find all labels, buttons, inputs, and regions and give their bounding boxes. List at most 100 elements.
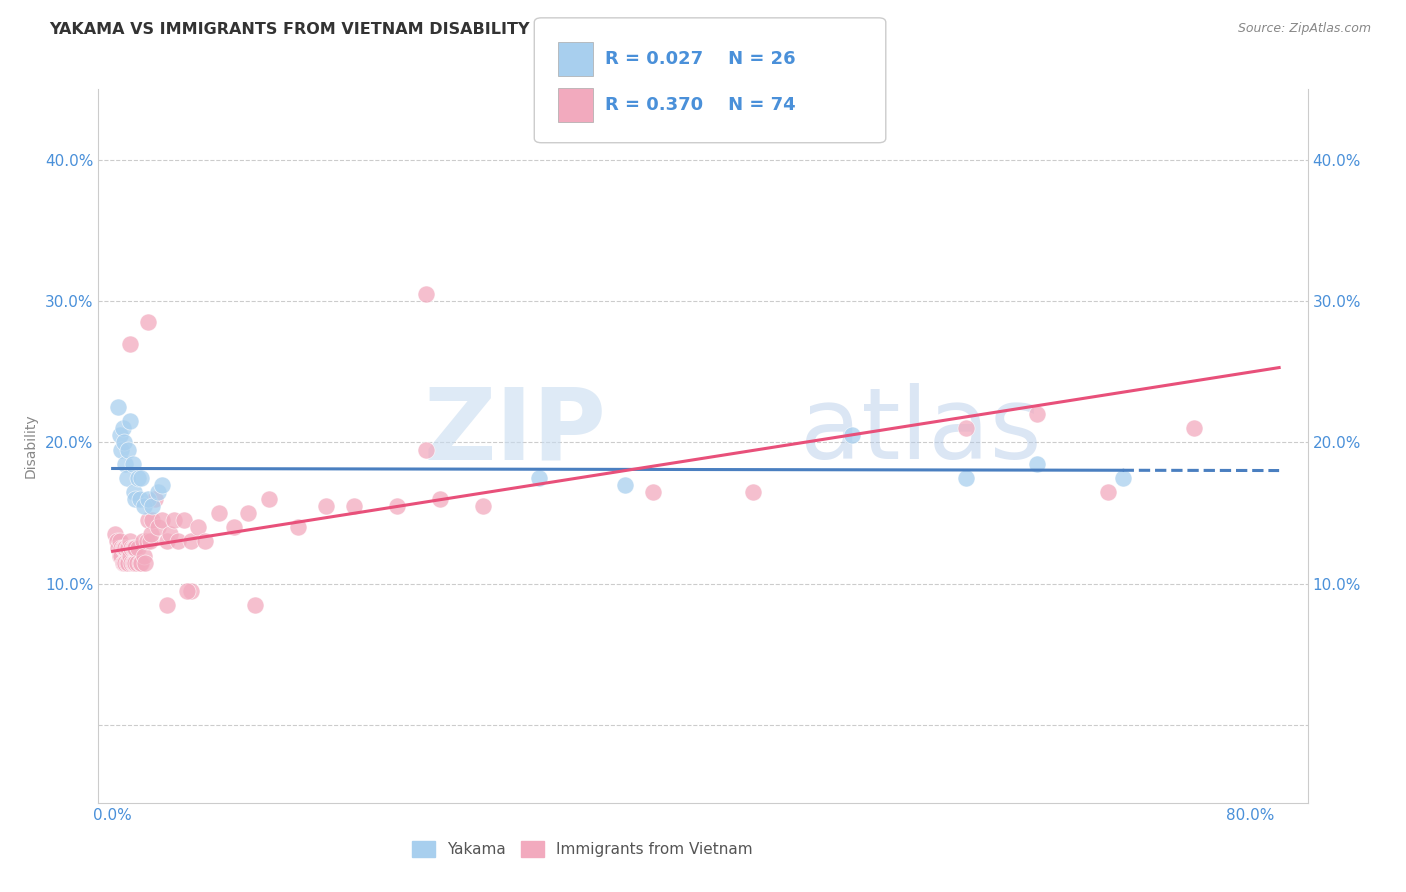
Point (415, 442, 437, 457)
Point (127, 471, 149, 485)
Point (122, 484, 145, 499)
Point (108, 549, 131, 563)
Point (222, 520, 245, 534)
Text: R = 0.027    N = 26: R = 0.027 N = 26 (605, 50, 796, 68)
Point (385, 499, 408, 513)
Point (125, 556, 148, 570)
Point (741, 484, 763, 499)
Point (134, 556, 156, 570)
Point (115, 471, 138, 485)
Point (187, 520, 209, 534)
Point (139, 527, 162, 541)
Point (112, 541, 135, 556)
Point (117, 541, 139, 556)
Point (343, 499, 366, 513)
Text: atlas: atlas (800, 384, 1042, 480)
Point (118, 534, 141, 549)
Point (1026, 407, 1049, 421)
Point (955, 471, 977, 485)
Point (124, 491, 146, 506)
Point (146, 520, 169, 534)
Point (208, 506, 231, 520)
Point (129, 471, 152, 485)
Point (613, 478, 636, 492)
Point (132, 499, 155, 513)
Point (132, 549, 155, 563)
Point (107, 400, 129, 414)
Point (121, 556, 143, 570)
Point (114, 541, 136, 556)
Point (115, 556, 138, 570)
Point (141, 499, 163, 513)
Point (128, 556, 150, 570)
Point (111, 421, 134, 435)
Point (114, 457, 136, 471)
Text: R = 0.370    N = 74: R = 0.370 N = 74 (605, 96, 796, 114)
Point (110, 541, 132, 556)
Point (124, 541, 146, 556)
Point (243, 598, 266, 612)
Point (236, 506, 259, 520)
Point (138, 534, 160, 549)
Point (1097, 484, 1119, 499)
Point (112, 556, 135, 570)
Point (643, 484, 665, 499)
Point (173, 513, 195, 527)
Point (180, 534, 202, 549)
Point (287, 520, 309, 534)
Point (128, 491, 150, 506)
Point (115, 541, 138, 556)
Point (167, 534, 190, 549)
Point (136, 513, 159, 527)
Point (163, 513, 186, 527)
Point (152, 478, 174, 492)
Point (121, 541, 143, 556)
Point (121, 457, 143, 471)
Point (143, 491, 166, 506)
Point (112, 435, 135, 450)
Text: Source: ZipAtlas.com: Source: ZipAtlas.com (1237, 22, 1371, 36)
Point (1182, 421, 1205, 435)
Point (529, 471, 551, 485)
Point (104, 527, 127, 541)
Point (176, 583, 198, 598)
Point (114, 556, 136, 570)
Point (108, 428, 131, 442)
Point (315, 499, 337, 513)
Legend: Yakama, Immigrants from Vietnam: Yakama, Immigrants from Vietnam (405, 835, 759, 863)
Point (120, 556, 142, 570)
Point (111, 556, 134, 570)
Point (136, 491, 159, 506)
Y-axis label: Disability: Disability (24, 414, 38, 478)
Point (122, 556, 145, 570)
Point (118, 549, 141, 563)
Point (1111, 471, 1133, 485)
Point (1026, 457, 1049, 471)
Point (108, 534, 131, 549)
Point (135, 534, 157, 549)
Point (124, 556, 146, 570)
Point (110, 549, 132, 563)
Point (107, 541, 129, 556)
Point (415, 287, 437, 301)
Point (180, 583, 202, 598)
Point (159, 527, 181, 541)
Point (111, 541, 134, 556)
Point (955, 421, 977, 435)
Point (122, 541, 145, 556)
Point (146, 484, 169, 499)
Point (152, 513, 174, 527)
Point (117, 556, 139, 570)
Text: YAKAMA VS IMMIGRANTS FROM VIETNAM DISABILITY CORRELATION CHART: YAKAMA VS IMMIGRANTS FROM VIETNAM DISABI… (49, 22, 727, 37)
Point (105, 534, 128, 549)
Point (194, 534, 217, 549)
Point (127, 541, 149, 556)
Text: ZIP: ZIP (423, 384, 606, 480)
Point (141, 513, 163, 527)
Point (131, 534, 153, 549)
Point (118, 336, 141, 351)
Point (120, 541, 142, 556)
Point (129, 556, 152, 570)
Point (136, 315, 159, 329)
Point (117, 442, 139, 457)
